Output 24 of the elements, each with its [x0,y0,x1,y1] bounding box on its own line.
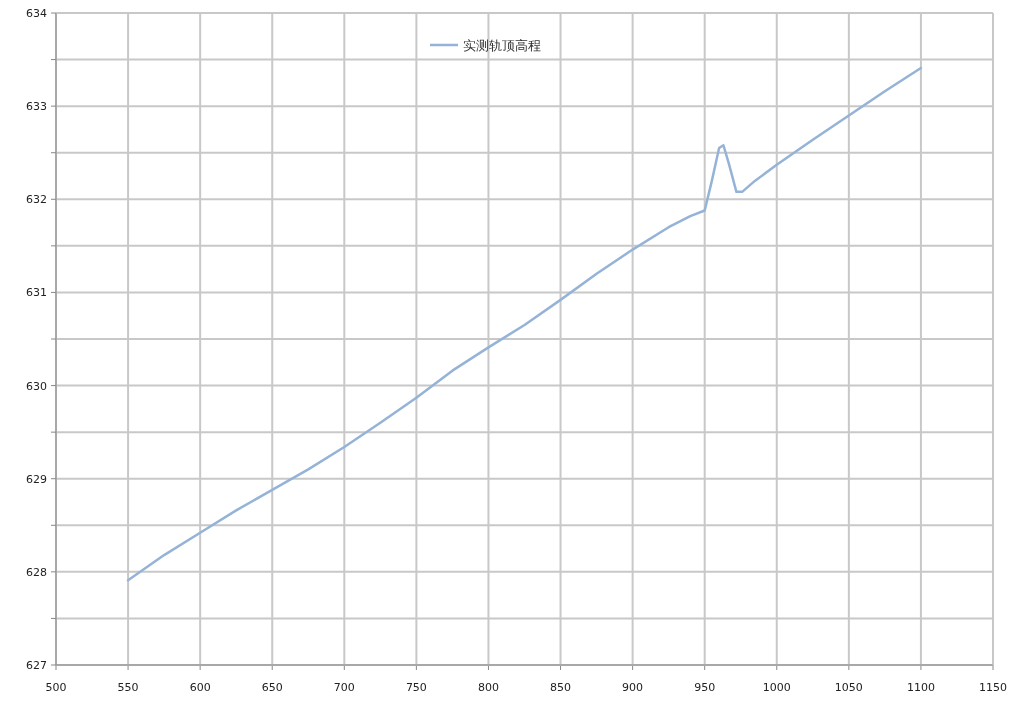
x-tick-label: 700 [333,681,355,694]
y-tick-label: 632 [26,193,47,207]
x-tick-label: 800 [477,681,499,694]
x-tick-label: 500 [45,681,67,694]
x-tick-label: 600 [189,681,211,694]
x-tick-label: 650 [261,681,283,694]
x-tick-label: 1000 [762,681,791,694]
x-tick-label: 1150 [979,681,1007,694]
x-tick-label: 900 [622,681,644,694]
y-tick-label: 630 [26,379,47,393]
x-tick-label: 550 [117,681,139,694]
x-tick-label: 750 [405,681,427,694]
x-tick-label: 1050 [834,681,863,694]
y-tick-label: 634 [26,7,47,20]
x-tick-label: 850 [550,681,572,694]
x-tick-label: 1100 [906,681,935,694]
y-tick-label: 631 [26,286,47,300]
legend-label: 实测轨顶高程 [463,38,541,53]
y-tick-label: 629 [26,472,47,486]
y-tick-label: 633 [26,100,47,114]
y-tick-label: 627 [26,659,47,672]
line-series [126,66,923,582]
y-tick-label: 628 [26,565,47,579]
x-tick-label: 950 [694,681,716,694]
